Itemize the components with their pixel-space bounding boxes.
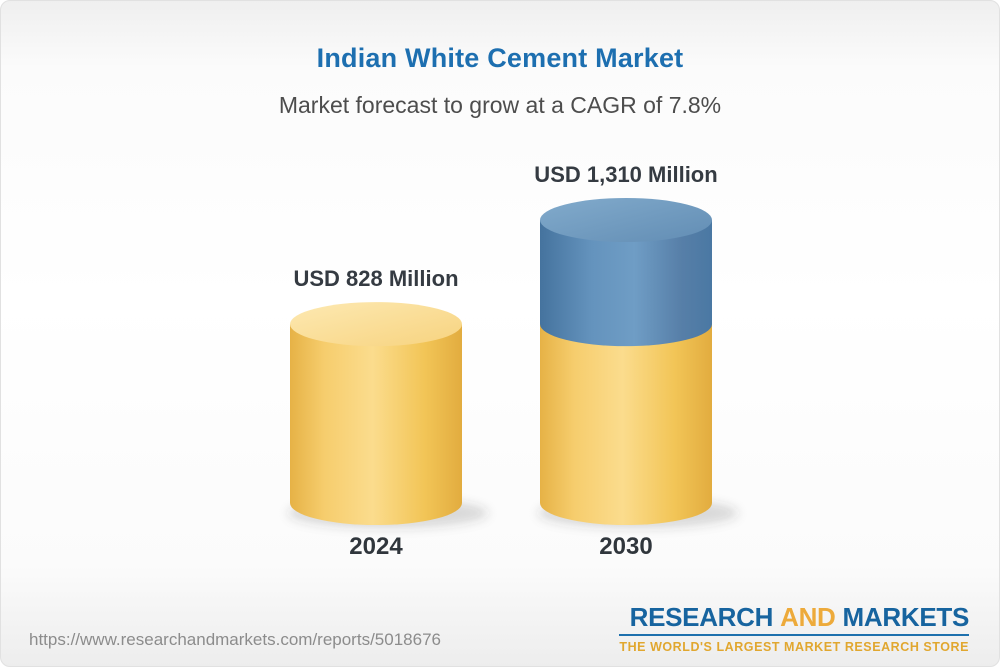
category-label-2024: 2024	[349, 533, 403, 560]
logo-word-markets: MARKETS	[842, 601, 970, 632]
logo-word-and: AND	[780, 601, 836, 632]
category-label-2030: 2030	[599, 533, 653, 560]
value-label-2024: USD 828 Million	[293, 266, 459, 292]
logo-divider-rule	[619, 634, 969, 636]
logo-wordmark: RESEARCH AND MARKETS	[619, 601, 970, 632]
source-url-link[interactable]: https://www.researchandmarkets.com/repor…	[29, 630, 441, 649]
logo-word-research: RESEARCH	[629, 601, 774, 632]
chart-title: Indian White Cement Market	[316, 43, 684, 73]
research-and-markets-logo: RESEARCH AND MARKETS THE WORLD'S LARGEST M…	[619, 601, 970, 654]
logo-tagline: THE WORLD'S LARGEST MARKET RESEARCH STOR…	[619, 640, 969, 654]
value-label-2030: USD 1,310 Million	[534, 162, 718, 187]
chart-subtitle: Market forecast to grow at a CAGR of 7.8…	[278, 92, 722, 118]
chart-header: Indian White Cement Market Market foreca…	[1, 1, 999, 119]
bars-group	[288, 198, 738, 528]
